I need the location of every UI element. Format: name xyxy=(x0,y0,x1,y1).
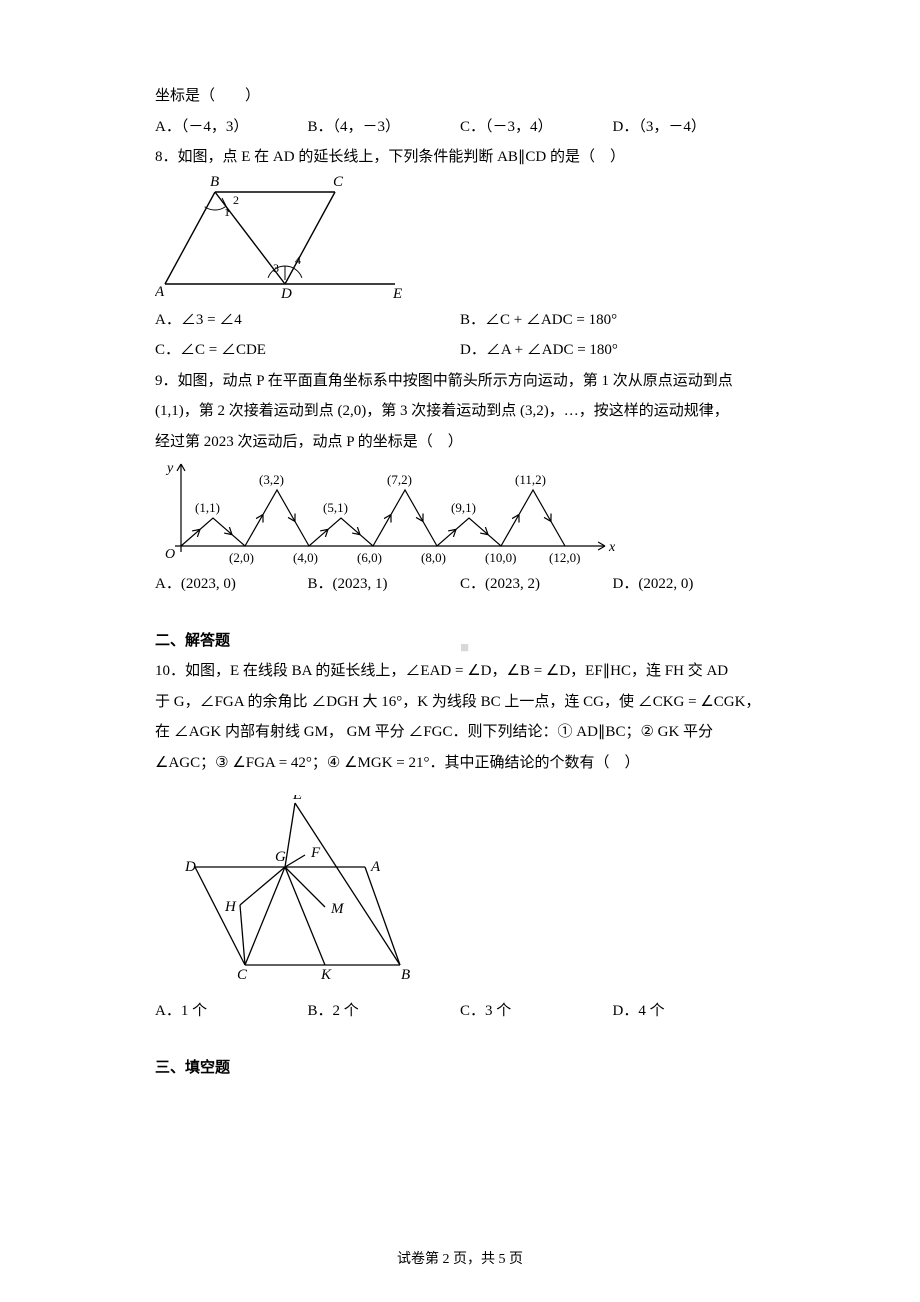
svg-text:(6,0): (6,0) xyxy=(357,550,382,565)
q8-option-a: A．∠3 = ∠4 xyxy=(155,306,460,335)
svg-text:K: K xyxy=(320,967,332,983)
svg-text:3: 3 xyxy=(273,261,279,275)
svg-text:M: M xyxy=(330,901,345,917)
svg-text:C: C xyxy=(237,967,248,983)
svg-text:A: A xyxy=(155,284,165,300)
q9-options: A．(2023, 0) B．(2023, 1) C．(2023, 2) D．(2… xyxy=(155,570,765,599)
svg-text:D: D xyxy=(185,859,196,875)
svg-text:(9,1): (9,1) xyxy=(451,500,476,515)
svg-text:(4,0): (4,0) xyxy=(293,550,318,565)
q10-option-d: D．4 个 xyxy=(613,997,766,1026)
svg-text:(2,0): (2,0) xyxy=(229,550,254,565)
q7-options: A．（－4，3） B．（4，－3） C．（－3，4） D．（3，－4） xyxy=(155,113,765,142)
q10-option-b: B．2 个 xyxy=(308,997,461,1026)
q7-option-c: C．（－3，4） xyxy=(460,113,613,142)
svg-text:O: O xyxy=(165,547,175,562)
svg-text:(7,2): (7,2) xyxy=(387,472,412,487)
q7-option-d: D．（3，－4） xyxy=(613,113,766,142)
svg-text:(10,0): (10,0) xyxy=(485,550,516,565)
q10-stem-4: ∠AGC；③ ∠FGA = 42°；④ ∠MGK = 21°．其中正确结论的个数… xyxy=(155,749,765,778)
svg-text:E: E xyxy=(292,795,302,803)
q8-options-row2: C．∠C = ∠CDE D．∠A + ∠ADC = 180° xyxy=(155,336,765,365)
q9-figure: Ox y (1,1) (3,2) (5,1) (7,2) (9,1) (11,2) (2,0) (… xyxy=(155,458,765,568)
q8-stem: 8．如图，点 E 在 AD 的延长线上，下列条件能判断 AB∥CD 的是（ ） xyxy=(155,143,765,172)
svg-text:(11,2): (11,2) xyxy=(515,472,546,487)
svg-text:G: G xyxy=(275,849,286,865)
q9-option-a: A．(2023, 0) xyxy=(155,570,308,599)
q8-options-row1: A．∠3 = ∠4 B．∠C + ∠ADC = 180° xyxy=(155,306,765,335)
q9-option-d: D．(2022, 0) xyxy=(613,570,766,599)
q9-stem-2: (1,1)，第 2 次接着运动到点 (2,0)，第 3 次接着运动到点 (3,2… xyxy=(155,397,765,426)
page: 坐标是（ ） A．（－4，3） B．（4，－3） C．（－3，4） D．（3，－… xyxy=(0,0,920,1302)
svg-text:C: C xyxy=(333,174,344,190)
q7-option-b: B．（4，－3） xyxy=(308,113,461,142)
q10-figure: E D A F G H M C K B xyxy=(185,795,765,985)
q10-stem-1: 10．如图，E 在线段 BA 的延长线上，∠EAD = ∠D，∠B = ∠D，E… xyxy=(155,657,765,686)
svg-text:B: B xyxy=(401,967,410,983)
q10-options: A．1 个 B．2 个 C．3 个 D．4 个 xyxy=(155,997,765,1026)
q10-stem-2: 于 G，∠FGA 的余角比 ∠DGH 大 16°，K 为线段 BC 上一点，连 … xyxy=(155,688,765,717)
svg-text:y: y xyxy=(165,461,174,476)
svg-text:D: D xyxy=(280,286,292,302)
q10-option-a: A．1 个 xyxy=(155,997,308,1026)
svg-text:B: B xyxy=(210,174,219,190)
svg-text:4: 4 xyxy=(295,253,301,267)
section2-title: 二、解答题 xyxy=(155,627,765,656)
svg-text:E: E xyxy=(392,286,402,302)
svg-text:(12,0): (12,0) xyxy=(549,550,580,565)
q8-option-d: D．∠A + ∠ADC = 180° xyxy=(460,336,765,365)
q9-stem-3: 经过第 2023 次运动后，动点 P 的坐标是（ ） xyxy=(155,428,765,457)
svg-text:2: 2 xyxy=(233,193,239,207)
q8-option-c: C．∠C = ∠CDE xyxy=(155,336,460,365)
svg-text:F: F xyxy=(310,845,321,861)
svg-text:A: A xyxy=(370,859,381,875)
svg-text:H: H xyxy=(224,899,237,915)
q10-option-c: C．3 个 xyxy=(460,997,613,1026)
svg-text:x: x xyxy=(608,540,616,555)
section3-title: 三、填空题 xyxy=(155,1054,765,1083)
svg-text:(3,2): (3,2) xyxy=(259,472,284,487)
q10-stem-3: 在 ∠AGK 内部有射线 GM， GM 平分 ∠FGC．则下列结论：① AD∥B… xyxy=(155,718,765,747)
q9-option-c: C．(2023, 2) xyxy=(460,570,613,599)
page-footer: 试卷第 2 页，共 5 页 xyxy=(0,1247,920,1274)
q9-stem-1: 9．如图，动点 P 在平面直角坐标系中按图中箭头所示方向运动，第 1 次从原点运… xyxy=(155,367,765,396)
q9-option-b: B．(2023, 1) xyxy=(308,570,461,599)
svg-text:(5,1): (5,1) xyxy=(323,500,348,515)
q8-option-b: B．∠C + ∠ADC = 180° xyxy=(460,306,765,335)
svg-text:(8,0): (8,0) xyxy=(421,550,446,565)
svg-text:1: 1 xyxy=(224,205,230,219)
q7-tail: 坐标是（ ） xyxy=(155,82,765,111)
svg-text:(1,1): (1,1) xyxy=(195,500,220,515)
q7-option-a: A．（－4，3） xyxy=(155,113,308,142)
q8-figure: 12 3 4 A B C D E xyxy=(155,174,765,304)
